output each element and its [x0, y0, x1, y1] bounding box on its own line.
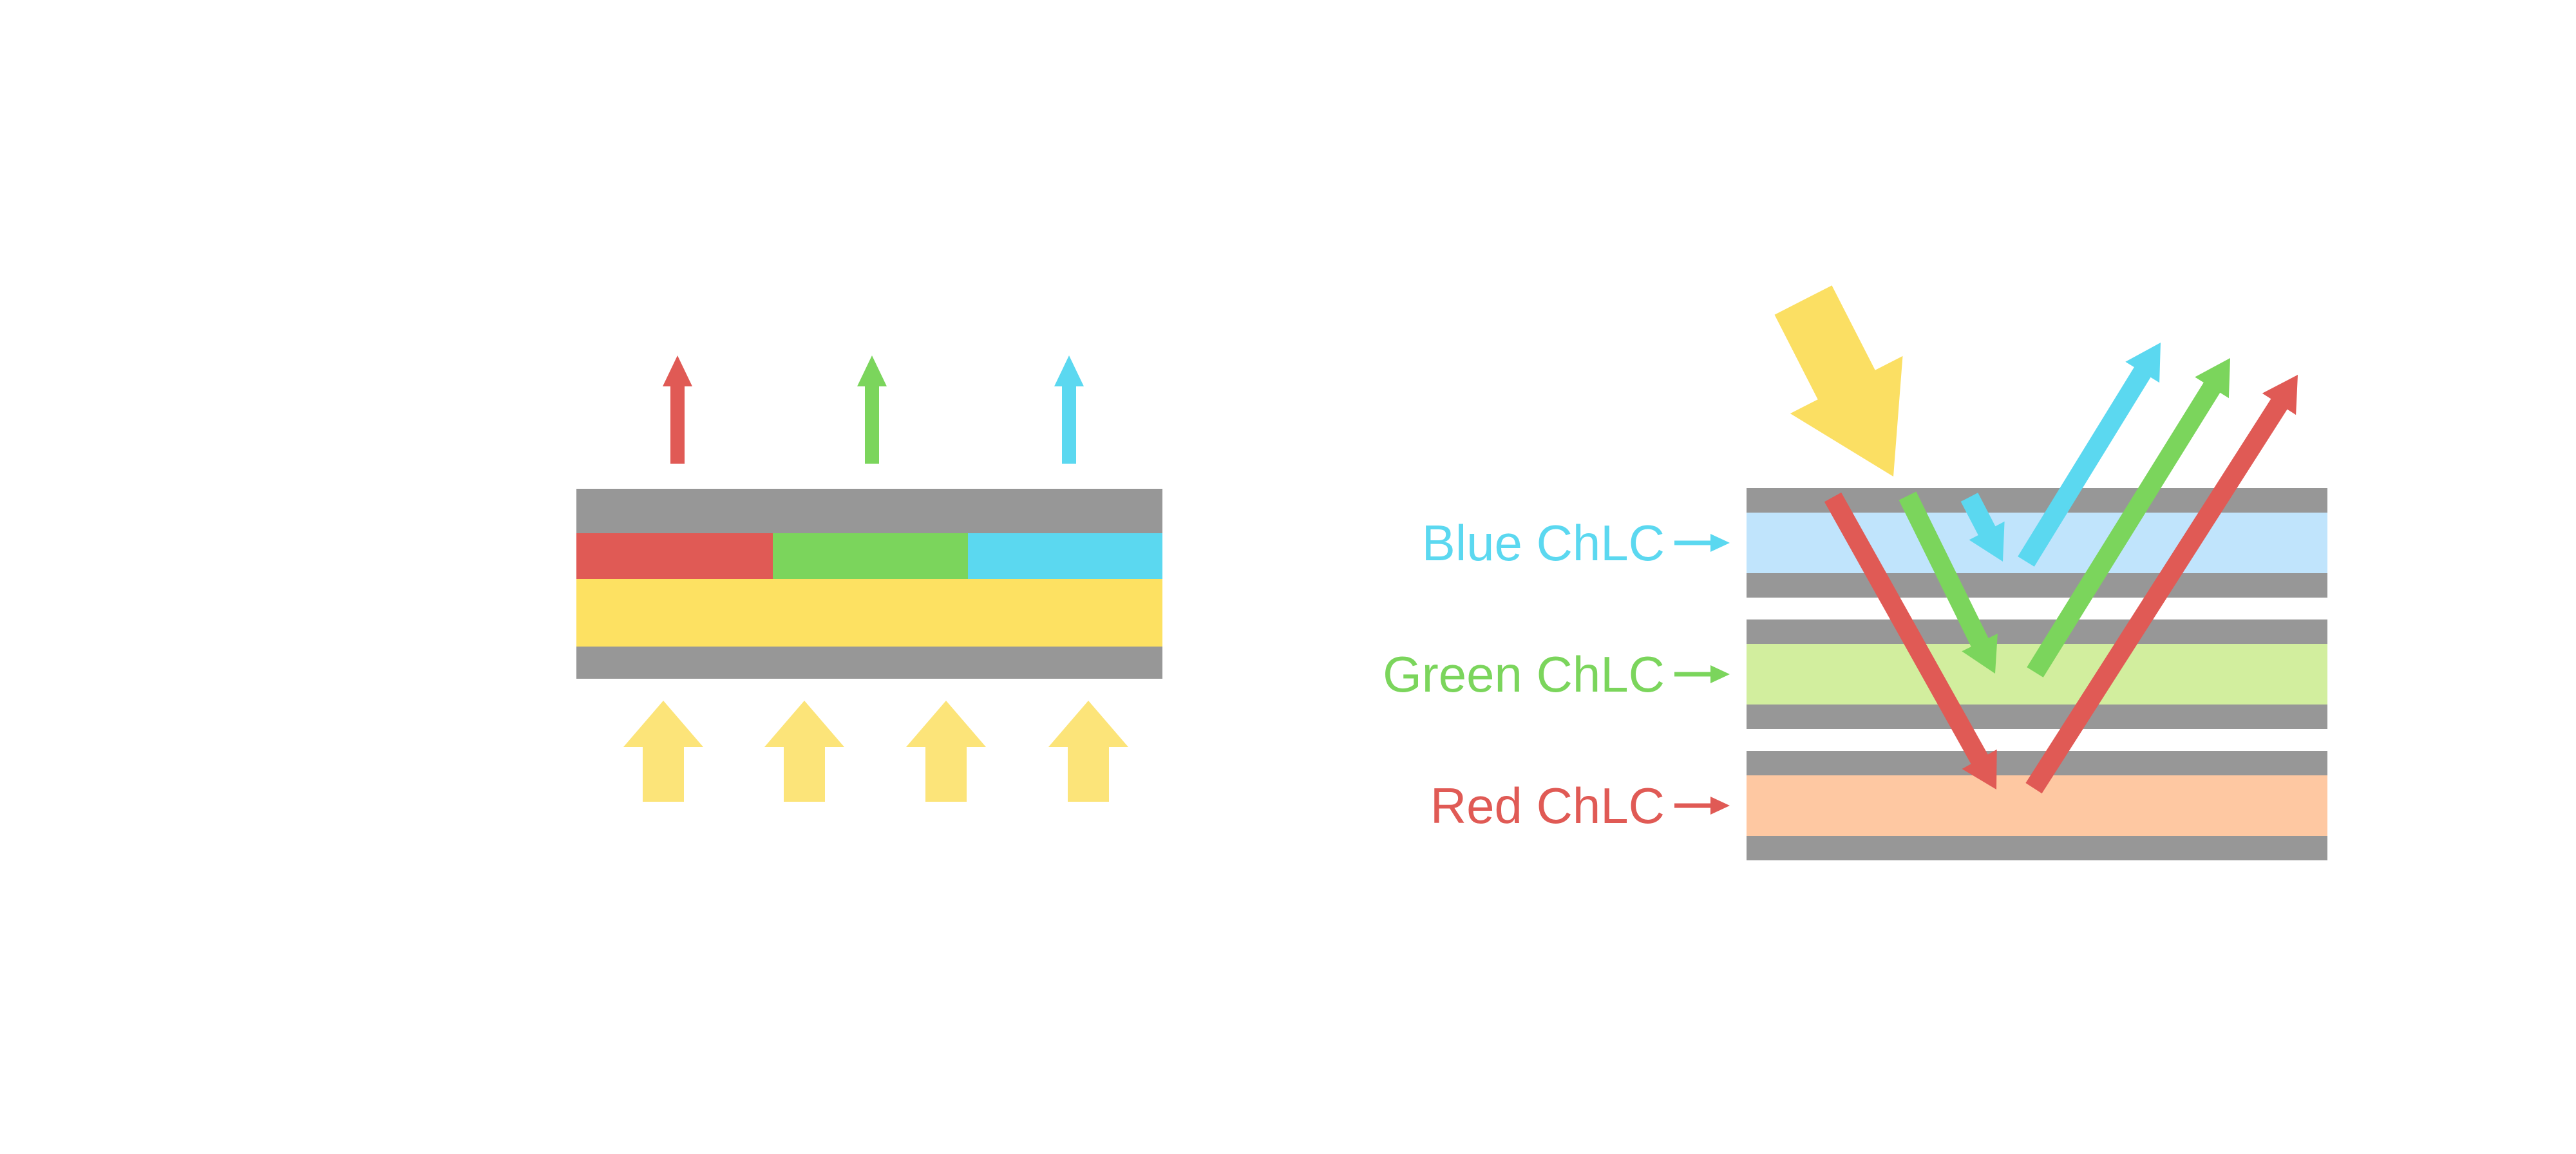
- cyan-subpixel-segment: [968, 533, 1162, 579]
- red-stack-top-substrate-bar: [1747, 751, 2327, 775]
- label-red-chlc: Red ChLC: [1430, 777, 1665, 834]
- emitted-cyan-light-arrow-icon: [1054, 355, 1084, 464]
- green-stack-bottom-substrate-bar: [1747, 705, 2327, 729]
- red-stack-bottom-substrate-bar: [1747, 836, 2327, 860]
- red-subpixel-segment: [576, 533, 773, 579]
- emitted-red-light-arrow-icon: [663, 355, 692, 464]
- red-label-pointer-arrow-icon: [1674, 797, 1730, 815]
- red-chlc-band: [1747, 775, 2327, 836]
- label-blue-chlc: Blue ChLC: [1421, 515, 1665, 571]
- backlight-layer: [576, 579, 1162, 647]
- green-chlc-band: [1747, 644, 2327, 705]
- green-stack-top-substrate-bar: [1747, 620, 2327, 644]
- incident-light-arrow-icon: [1774, 285, 1903, 477]
- blue-stack-top-substrate-bar: [1747, 488, 2327, 513]
- left-top-substrate-bar: [576, 489, 1162, 533]
- backlight-up-arrow-1-icon: [623, 701, 703, 802]
- blue-stack-bottom-substrate-bar: [1747, 573, 2327, 598]
- left-bottom-substrate-bar: [576, 647, 1162, 679]
- green-subpixel-segment: [773, 533, 968, 579]
- emitted-green-light-arrow-icon: [857, 355, 887, 464]
- label-green-chlc: Green ChLC: [1383, 646, 1665, 703]
- blue-chlc-band: [1747, 513, 2327, 573]
- green-label-pointer-arrow-icon: [1674, 665, 1730, 683]
- blue-label-pointer-arrow-icon: [1674, 534, 1730, 552]
- backlight-up-arrow-2-icon: [764, 701, 844, 802]
